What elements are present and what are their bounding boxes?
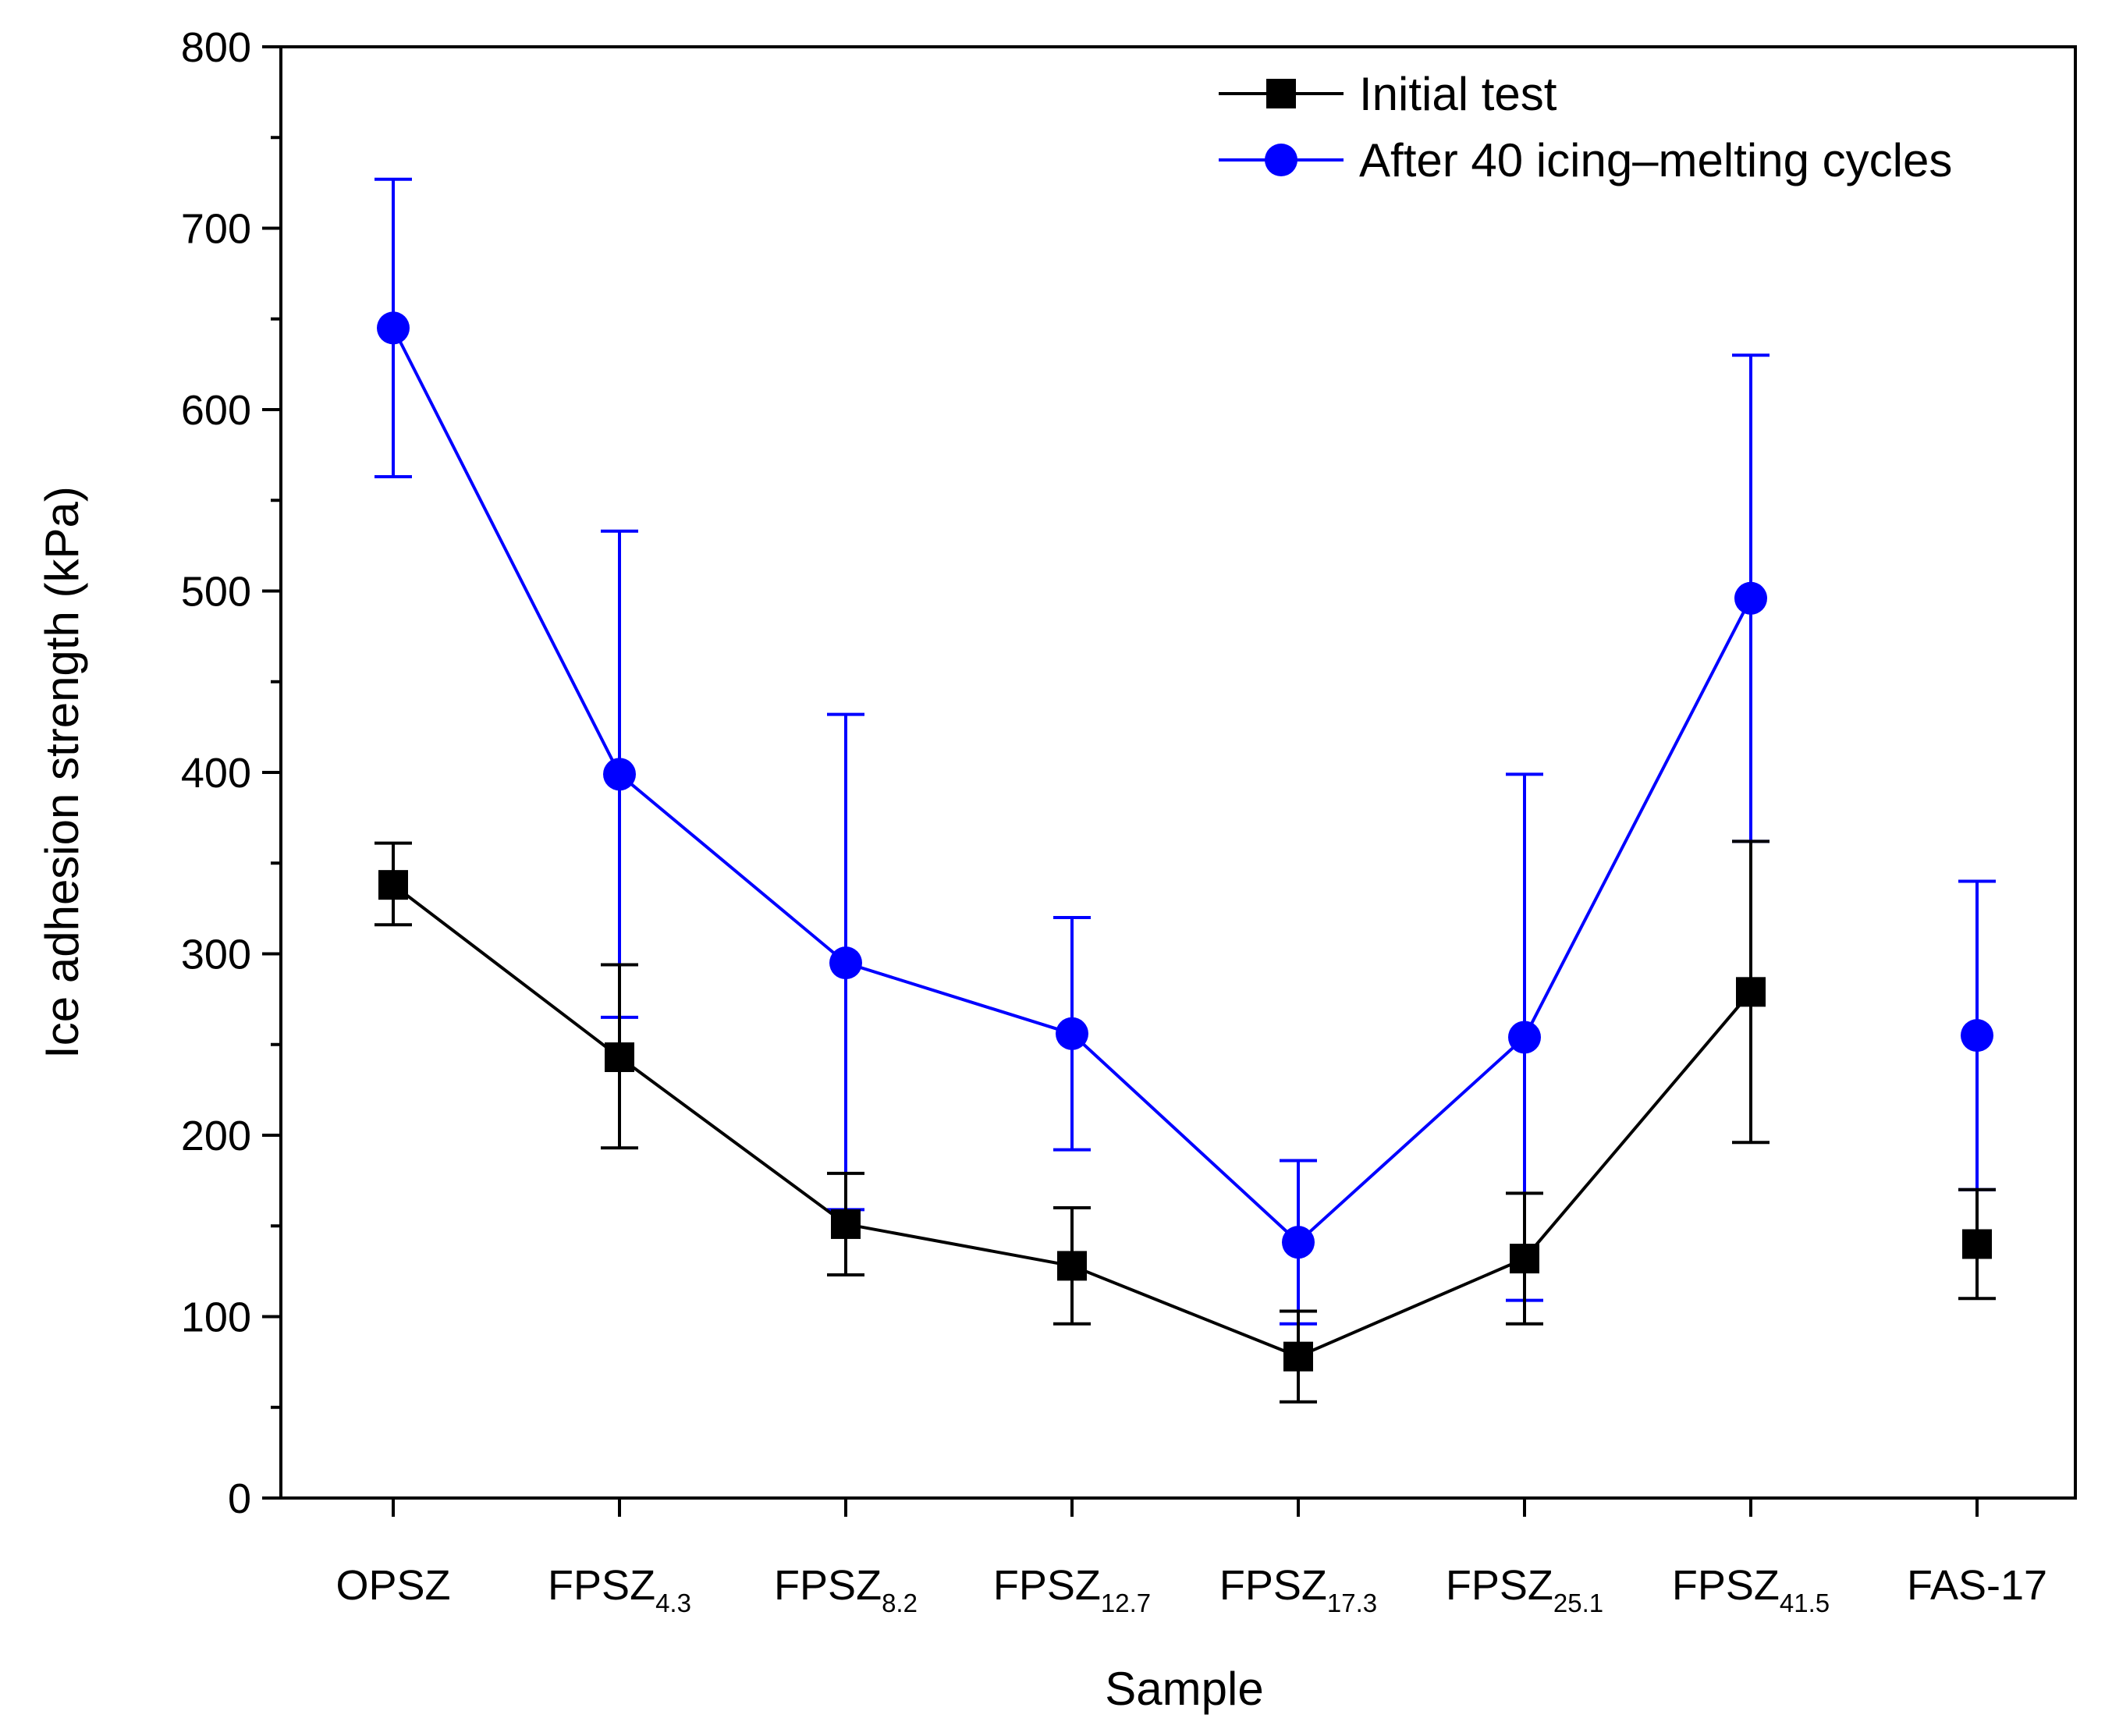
y-tick-label: 500 <box>181 569 251 616</box>
y-tick-label: 400 <box>181 750 251 797</box>
data-point-circle <box>1734 581 1767 615</box>
data-point-circle <box>1282 1226 1315 1259</box>
x-tick-label: FPSZ4.3 <box>548 1562 691 1617</box>
x-tick-label-subscript: 4.3 <box>655 1589 691 1617</box>
data-point-circle <box>603 758 636 791</box>
data-markers <box>377 311 1993 1372</box>
data-point-square <box>831 1209 861 1239</box>
x-tick-label-subscript: 8.2 <box>882 1589 918 1617</box>
x-tick-label-subscript: 41.5 <box>1780 1589 1830 1617</box>
x-tick-label-main: FPSZ <box>1219 1562 1327 1609</box>
y-tick-label: 0 <box>228 1475 251 1522</box>
data-point-square <box>1510 1244 1539 1274</box>
data-point-circle <box>1056 1017 1088 1050</box>
x-tick-label-main: FPSZ <box>1446 1562 1553 1609</box>
x-tick-label-main: FPSZ <box>774 1562 882 1609</box>
x-axis: OPSZ FPSZ4.3 FPSZ8.2 FPSZ12.7 FPSZ17.3 FPSZ25… <box>335 1498 2047 1617</box>
legend-label: After 40 icing–melting cycles <box>1359 134 1952 186</box>
x-tick-label-main: FPSZ <box>993 1562 1101 1609</box>
legend-item: After 40 icing–melting cycles <box>1219 134 1952 186</box>
x-tick-label: FAS-17 <box>1907 1562 2047 1609</box>
x-tick-label-main: FPSZ <box>548 1562 655 1609</box>
x-tick-label: FPSZ8.2 <box>774 1562 918 1617</box>
y-tick-label: 800 <box>181 24 251 71</box>
legend-marker-square <box>1266 79 1296 108</box>
data-point-circle <box>829 946 862 980</box>
y-tick-label: 200 <box>181 1113 251 1159</box>
data-point-square <box>378 870 408 900</box>
data-point-square <box>1962 1229 1992 1259</box>
y-tick-label: 600 <box>181 387 251 434</box>
legend: Initial test After 40 icing–melting cycle… <box>1219 68 1952 186</box>
data-point-circle <box>377 311 410 345</box>
data-point-circle <box>1508 1021 1541 1054</box>
x-tick-label-main: OPSZ <box>335 1562 450 1609</box>
y-tick-label: 700 <box>181 206 251 253</box>
y-tick-label: 300 <box>181 932 251 978</box>
data-point-circle <box>1961 1019 1993 1053</box>
x-tick-label: FPSZ17.3 <box>1219 1562 1377 1617</box>
data-point-square <box>1057 1251 1087 1281</box>
x-tick-label-subscript: 17.3 <box>1327 1589 1377 1617</box>
legend-label: Initial test <box>1359 68 1557 120</box>
data-point-square <box>605 1042 634 1073</box>
x-tick-label: FPSZ12.7 <box>993 1562 1151 1617</box>
y-tick-label: 100 <box>181 1294 251 1341</box>
y-axis: 0 100 200 300 400 500 600 700 800 <box>181 24 281 1522</box>
x-tick-label: FPSZ25.1 <box>1446 1562 1603 1617</box>
legend-marker-circle <box>1265 144 1297 176</box>
data-point-square <box>1736 977 1766 1007</box>
legend-item: Initial test <box>1219 68 1557 120</box>
x-tick-label: OPSZ <box>335 1562 450 1609</box>
x-tick-label: FPSZ41.5 <box>1672 1562 1830 1617</box>
x-tick-label-main: FAS-17 <box>1907 1562 2047 1609</box>
x-tick-label-subscript: 25.1 <box>1553 1589 1603 1617</box>
x-tick-label-subscript: 12.7 <box>1101 1589 1151 1617</box>
x-axis-title: Sample <box>1105 1663 1263 1715</box>
x-tick-label-main: FPSZ <box>1672 1562 1780 1609</box>
y-axis-title: Ice adhesion strength (kPa) <box>36 486 88 1059</box>
data-point-square <box>1283 1341 1313 1372</box>
